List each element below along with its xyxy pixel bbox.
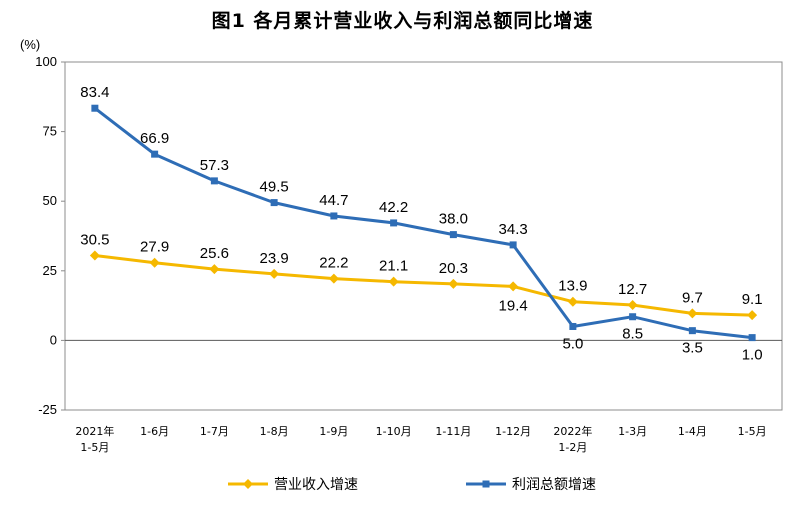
- x-tick-label: 1-11月: [435, 425, 471, 438]
- data-point-marker: [627, 300, 638, 311]
- data-label: 57.3: [200, 157, 229, 174]
- data-point-marker: [270, 199, 278, 207]
- data-label: 8.5: [622, 326, 643, 343]
- data-point-marker: [151, 150, 159, 158]
- x-tick-label: 1-3月: [618, 425, 647, 438]
- data-label: 21.1: [379, 258, 408, 275]
- legend-marker: [243, 479, 253, 489]
- series-line-1: [93, 107, 753, 340]
- legend-label: 利润总额增速: [512, 477, 596, 493]
- x-tick-label: 1-5月: [738, 425, 767, 438]
- x-tick-label: 1-4月: [678, 425, 707, 438]
- data-point-marker: [89, 250, 100, 261]
- data-point-marker: [509, 241, 517, 249]
- data-point-marker: [149, 257, 160, 268]
- data-point-marker: [390, 219, 398, 227]
- data-label: 83.4: [80, 84, 109, 101]
- data-point-marker: [449, 231, 457, 239]
- y-tick-label: 25: [43, 263, 57, 278]
- x-tick-label: 2021年: [75, 424, 114, 438]
- x-tick-label: 1-5月: [80, 441, 109, 454]
- data-point-marker: [508, 281, 519, 292]
- data-label: 25.6: [200, 245, 229, 262]
- data-point-marker: [91, 104, 99, 112]
- x-tick-label: 1-6月: [140, 425, 169, 438]
- data-point-marker: [328, 273, 339, 284]
- data-label: 27.9: [140, 239, 169, 256]
- data-label: 19.4: [499, 297, 528, 314]
- data-label: 42.2: [379, 199, 408, 216]
- data-label: 38.0: [439, 211, 468, 228]
- data-label: 9.7: [682, 289, 703, 306]
- x-tick-label: 1-9月: [319, 425, 348, 438]
- data-label: 22.2: [319, 255, 348, 272]
- y-tick-label: 0: [50, 332, 57, 347]
- x-tick-label: 1-10月: [376, 425, 412, 438]
- series-line-0: [94, 254, 753, 317]
- x-tick-label: 1-7月: [200, 425, 229, 438]
- y-axis-label: (%): [20, 37, 40, 52]
- data-label: 20.3: [439, 260, 468, 277]
- data-label: 34.3: [499, 221, 528, 238]
- data-point-marker: [747, 310, 758, 321]
- x-tick-label: 1-2月: [558, 441, 587, 454]
- chart-title: 图1 各月累计营业收入与利润总额同比增速: [211, 10, 594, 32]
- data-point-marker: [569, 322, 577, 330]
- data-label: 49.5: [260, 179, 289, 196]
- data-label: 23.9: [260, 250, 289, 267]
- data-label: 5.0: [562, 335, 583, 352]
- data-point-marker: [269, 268, 280, 279]
- data-point-marker: [210, 177, 218, 185]
- y-tick-label: 100: [35, 54, 57, 69]
- data-label: 3.5: [682, 340, 703, 357]
- data-point-marker: [687, 308, 698, 319]
- x-tick-label: 1-12月: [495, 425, 531, 438]
- plot-area: [64, 61, 783, 411]
- data-point-marker: [448, 278, 459, 289]
- data-label: 44.7: [319, 192, 348, 209]
- data-point-marker: [748, 334, 756, 342]
- data-label: 1.0: [742, 347, 763, 364]
- data-label: 66.9: [140, 130, 169, 147]
- y-tick-label: 50: [43, 193, 57, 208]
- y-tick-label: 75: [43, 124, 57, 139]
- data-label: 13.9: [558, 278, 587, 295]
- y-tick-label: -25: [38, 402, 57, 417]
- data-point-marker: [688, 327, 696, 335]
- data-point-marker: [629, 313, 637, 321]
- data-label: 30.5: [80, 231, 109, 248]
- legend-marker: [482, 480, 490, 488]
- x-tick-label: 2022年: [553, 424, 592, 438]
- data-point-marker: [330, 212, 338, 220]
- data-point-marker: [567, 296, 578, 307]
- x-tick-label: 1-8月: [260, 425, 289, 438]
- data-point-marker: [388, 276, 399, 287]
- legend-label: 营业收入增速: [274, 477, 358, 493]
- data-label: 12.7: [618, 281, 647, 298]
- data-label: 9.1: [742, 291, 763, 308]
- data-point-marker: [209, 264, 220, 275]
